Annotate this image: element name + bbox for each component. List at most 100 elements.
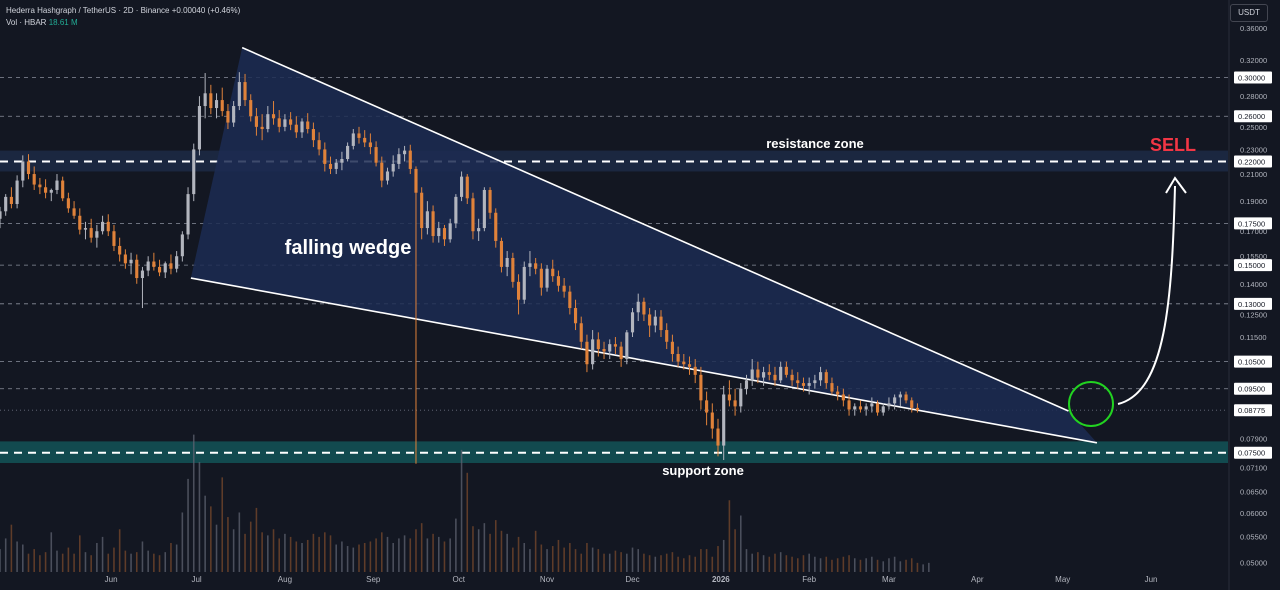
candle-up [545,265,549,292]
volume-bar [113,547,115,572]
symbol-title: Hederra Hashgraph / TetherUS · 2D · Bina… [6,6,170,15]
candle-up [140,266,145,309]
volume-bar [306,539,309,572]
volume-bar [238,512,241,572]
candle-up [300,118,304,138]
candle-body [0,211,2,219]
annotation-layer: falling wedge resistance zone support zo… [285,135,1196,478]
volume-bar [762,555,765,572]
candle-body [915,407,920,411]
candle-body [118,245,122,255]
price-tag-box [1234,382,1272,395]
candle-body [21,161,25,181]
volume-bar [643,553,645,572]
candle-up [744,374,749,395]
candle-body [630,312,635,333]
candle-down [294,116,298,138]
candle-down [420,187,424,240]
candle-body [169,263,173,269]
candle-body [494,212,498,241]
candle-down [414,166,418,464]
candle-body [385,171,390,181]
candle-down [596,332,600,357]
volume-bar [597,549,600,572]
candle-down [209,84,213,115]
currency-button[interactable]: USDT [1230,4,1268,22]
candle-body [226,111,230,123]
candle-body [830,383,834,392]
candle-body [72,208,76,216]
price-axis[interactable]: 0.36000 0.32000 0.28000 0.25000 0.23000 0.210… [1228,0,1272,590]
candle-body [693,366,697,375]
candle-body [824,372,828,384]
time-axis-tick: Apr [971,575,984,584]
candle-body [608,344,612,352]
wedge-fill [190,47,1097,443]
candle-up [505,251,509,277]
candle-body [49,189,53,193]
candle-body [471,198,475,232]
candle-body [448,223,452,240]
candle-up [55,174,59,195]
candle-up [49,188,53,202]
candle-up [4,194,8,216]
volume-bar [426,538,429,572]
candle-body [818,372,823,381]
candle-down [767,364,771,381]
candle-body [334,162,338,169]
price-axis-tick: 0.14000 [1240,280,1267,289]
candle-up [101,215,105,235]
price-tag-box [1234,355,1272,368]
price-tag-label: 0.15000 [1238,261,1265,270]
price-tag: 0.17500 [1234,217,1272,230]
volume-bar [50,532,53,572]
price-tag-label: 0.30000 [1238,74,1265,83]
candle-up [779,361,783,384]
volume-bar [324,532,326,572]
candle-body [579,323,583,342]
falling-wedge [190,46,1098,444]
candle-body [26,161,31,175]
candle-body [551,268,555,277]
volume-bar [871,556,873,572]
candle-body [602,349,606,352]
candle-down [152,252,156,271]
volume-bar [608,553,611,572]
candle-body [277,118,281,127]
price-axis-tick: 0.06500 [1240,487,1267,496]
candle-up [425,201,429,235]
price-tag-label: 0.10500 [1238,358,1265,367]
volume-bar [569,543,571,572]
candle-up [21,155,25,188]
candle-down [790,369,794,386]
candle-body [744,380,749,389]
candle-body [648,314,652,326]
candle-up [893,394,897,410]
volume-bar [153,553,155,572]
price-tag: 0.30000 [1234,71,1272,84]
candle-body [773,374,777,381]
candle-body [858,406,863,410]
candle-body [727,394,731,401]
candle-body [676,354,680,362]
wedge-upper-line [241,46,1069,412]
candle-body [465,176,469,199]
volume-bar [910,558,913,572]
candle-body [454,196,458,224]
candle-body [4,196,8,212]
candle-body [152,261,156,267]
volume-bar [614,550,617,572]
candle-down [220,87,224,117]
candle-down [38,177,42,195]
candle-body [271,114,276,119]
candle-up [163,261,167,279]
candle-up [528,251,532,277]
candle-down [363,130,367,148]
volume-bar [905,559,907,572]
candle-body [397,154,401,164]
candle-body [106,221,110,232]
volume-bar [546,549,548,572]
candle-up [739,383,743,413]
volume-bar [358,544,360,572]
